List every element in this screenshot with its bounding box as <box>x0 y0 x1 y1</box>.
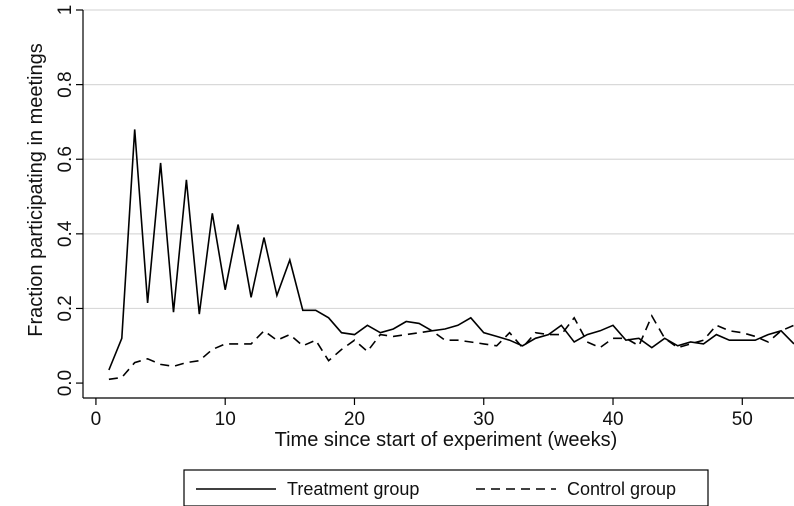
x-axis-title: Time since start of experiment (weeks) <box>275 429 618 451</box>
series-line-control <box>108 314 794 381</box>
legend-box <box>183 469 709 506</box>
y-tick-label: 0.2 <box>55 295 76 321</box>
legend-label-treatment: Treatment group <box>287 479 419 499</box>
x-tick-label: 20 <box>344 409 365 430</box>
y-axis-title: Fraction participating in meetings <box>25 43 47 336</box>
y-tick-label: 0.0 <box>55 370 76 396</box>
y-tick-label: 0.4 <box>55 220 76 247</box>
gridlines <box>83 9 794 310</box>
y-tick-label: 0.6 <box>55 146 76 172</box>
y-tick-label: 0.8 <box>55 71 76 97</box>
x-tick-label: 30 <box>473 409 494 430</box>
series-line-treatment <box>108 129 794 371</box>
legend: Treatment group Control group <box>183 469 709 506</box>
y-tick-label: 1 <box>55 5 76 16</box>
axes <box>82 10 794 399</box>
series <box>108 129 794 381</box>
legend-label-control: Control group <box>567 479 676 499</box>
x-tick-label: 40 <box>602 409 623 430</box>
x-tick-label: 0 <box>91 409 102 430</box>
x-tick-label: 50 <box>732 409 753 430</box>
x-tick-label: 10 <box>215 409 236 430</box>
ticks: 0.00.20.40.60.810 10 20 30 40 50 <box>55 5 753 430</box>
